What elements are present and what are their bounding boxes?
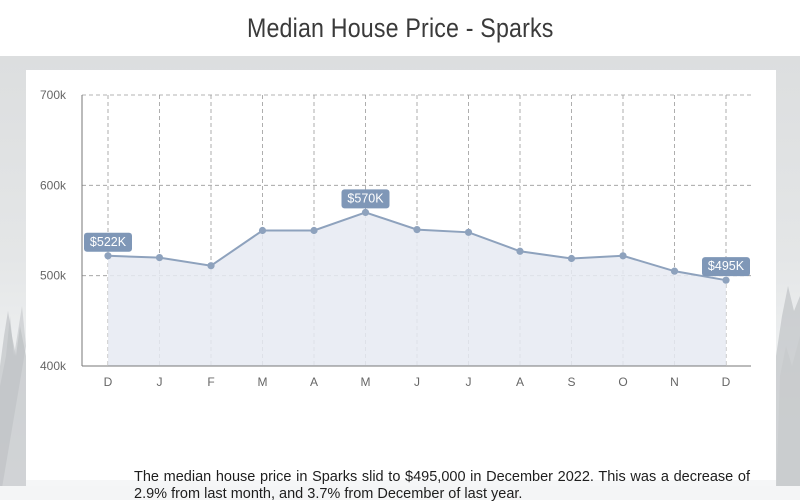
x-tick-label: D: [104, 375, 113, 389]
x-tick-label: N: [670, 375, 679, 389]
x-tick-label: F: [207, 375, 214, 389]
data-point: [413, 225, 421, 234]
data-label-bg: [341, 189, 390, 209]
x-tick-label: J: [157, 375, 163, 389]
data-point: [670, 267, 679, 275]
y-tick-label: 400k: [40, 359, 67, 373]
x-tick-label: O: [618, 375, 627, 389]
data-label-text: $495K: [708, 259, 745, 273]
data-point: [722, 276, 730, 284]
data-label-text: $522K: [90, 235, 127, 249]
x-tick-label: J: [466, 375, 472, 389]
x-tick-label: J: [414, 375, 420, 389]
summary-text: The median house price in Sparks slid to…: [134, 469, 750, 502]
data-point: [464, 228, 473, 236]
y-tick-label: 500k: [40, 269, 67, 283]
data-point: [361, 208, 370, 217]
data-point: [155, 254, 164, 262]
data-label-bg: [84, 232, 132, 252]
x-tick-label: A: [310, 375, 318, 389]
page-title: Median House Price - Sparks: [246, 12, 554, 43]
y-tick-label: 600k: [40, 178, 67, 192]
data-label-bg: [702, 257, 750, 277]
data-point: [310, 226, 318, 235]
title-bar: Median House Price - Sparks: [0, 0, 800, 56]
data-label-text: $570K: [347, 191, 384, 205]
x-tick-label: S: [567, 375, 575, 389]
x-tick-label: M: [258, 375, 268, 389]
data-label: $522K: [84, 232, 132, 252]
series-area: [108, 212, 726, 366]
x-tick-label: A: [516, 375, 524, 389]
median-price-chart: 700k 600k 500k 400k D J F M A M J J A S O N D $522K $570K $…: [40, 88, 751, 389]
data-point: [567, 254, 576, 263]
x-tick-label: D: [722, 375, 731, 389]
y-tick-label: 700k: [40, 88, 67, 102]
chart-card: 700k 600k 500k 400k D J F M A M J J A S O N D $522K $570K $…: [26, 70, 776, 502]
data-point: [104, 252, 112, 260]
data-label: $495K: [702, 257, 750, 277]
data-point: [516, 247, 524, 255]
data-point: [207, 262, 215, 270]
snow-trees-decoration: [0, 286, 800, 500]
x-tick-label: M: [361, 375, 371, 389]
data-point: [258, 226, 267, 235]
data-point: [619, 252, 627, 260]
data-label: $570K: [341, 189, 390, 209]
